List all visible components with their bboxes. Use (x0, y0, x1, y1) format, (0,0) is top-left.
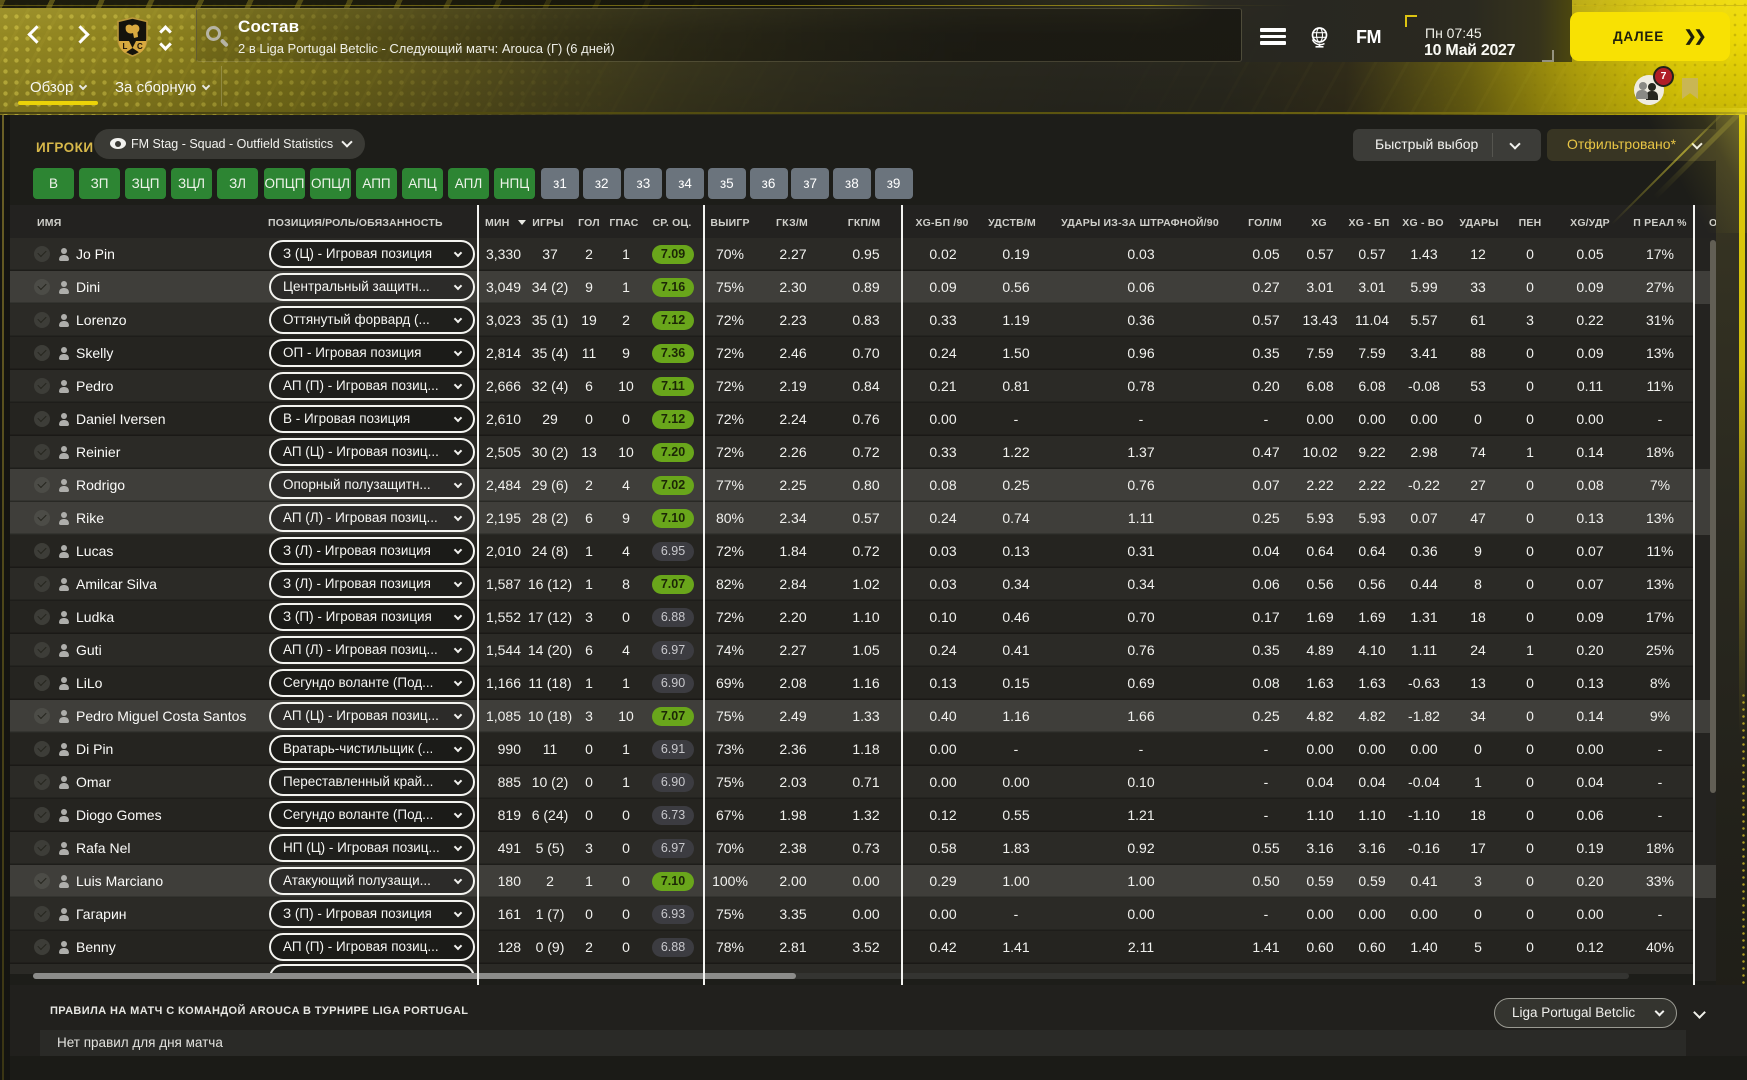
svg-text:C: C (137, 42, 143, 51)
svg-text:L: L (123, 42, 128, 51)
